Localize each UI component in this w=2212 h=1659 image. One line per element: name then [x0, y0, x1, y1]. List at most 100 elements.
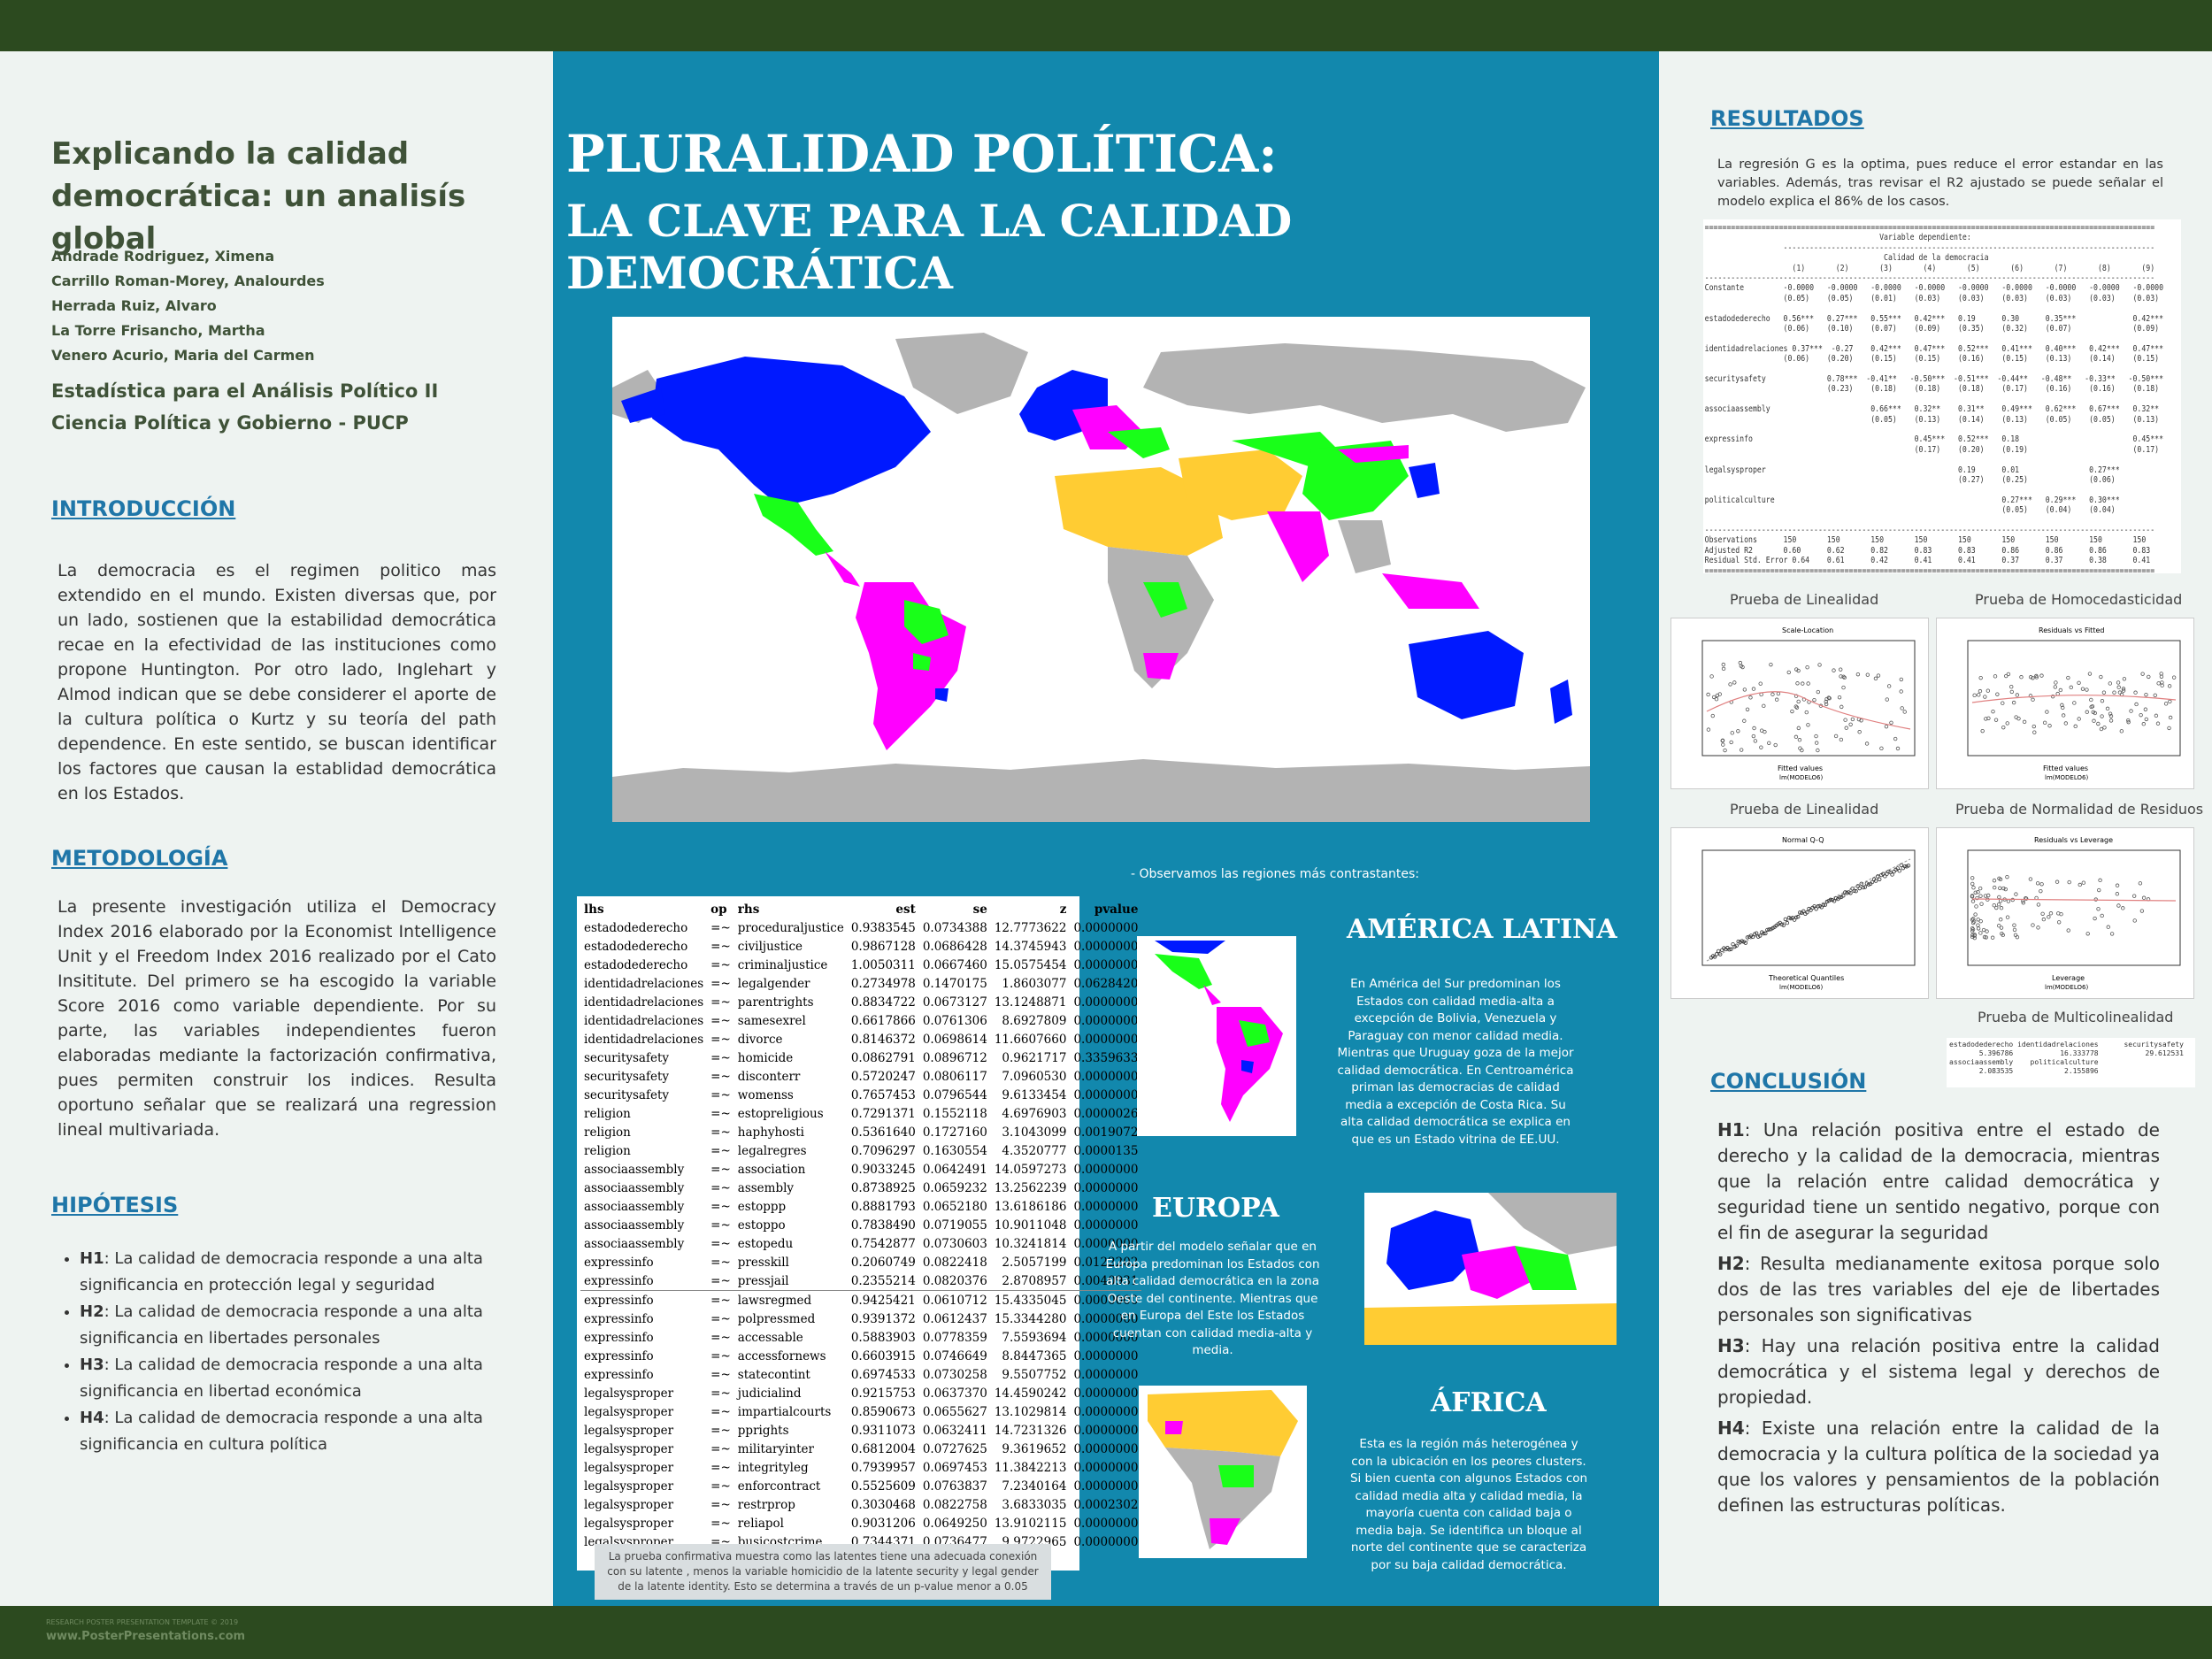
- table-cell: assembly: [737, 1180, 795, 1195]
- table-cell: restrprop: [737, 1497, 795, 1512]
- table-cell: 0.0000000: [1073, 1180, 1139, 1195]
- table-cell: 0.0730603: [922, 1236, 987, 1251]
- table-cell: 9.3619652: [1002, 1441, 1067, 1456]
- table-row: legalsysproper =~ impartialcourts 0.8590673…: [580, 1402, 1141, 1421]
- table-cell: 0.7657453: [850, 1087, 916, 1102]
- table-cell: 0.9425421: [847, 1290, 919, 1310]
- regression-line: [1705, 485, 2094, 495]
- x-axis-label: Fitted values: [2043, 764, 2088, 772]
- hypothesis-tag: H4: [80, 1409, 104, 1427]
- table-cell: 0.0000000: [1070, 1290, 1142, 1310]
- table-cell: identidadrelaciones: [584, 1013, 704, 1028]
- table-row: expressinfo =~ lawsregmed 0.9425421 0.061071…: [580, 1290, 1142, 1310]
- table-cell: legalsysproper: [584, 1441, 674, 1456]
- table-cell: 2.5057199: [1002, 1255, 1067, 1270]
- table-cell: 0.9033245: [850, 1162, 916, 1177]
- table-cell: 0.0734388: [922, 920, 987, 935]
- table-cell: 0.0820376: [922, 1273, 987, 1288]
- table-row: legalsysproper =~ restrprop 0.3030468 0.0822…: [580, 1495, 1141, 1514]
- table-cell: 0.5720247: [850, 1069, 916, 1084]
- caption-linearity-1: Prueba de Linealidad: [1730, 591, 1879, 608]
- table-cell: 0.5361640: [850, 1125, 916, 1140]
- table-cell: 0.1727160: [922, 1125, 987, 1140]
- table-cell: associaassembly: [584, 1199, 685, 1214]
- regression-line: securitysafety 0.78*** -0.41** -0.50*** …: [1704, 374, 2164, 385]
- regression-line: (0.05) (0.04) (0.04): [1704, 505, 2116, 516]
- table-cell: =~: [710, 1013, 731, 1028]
- table-cell: expressinfo: [584, 1311, 654, 1326]
- table-cell: legalgender: [737, 976, 810, 991]
- table-cell: 15.3344280: [994, 1311, 1067, 1326]
- table-cell: accessable: [737, 1330, 803, 1345]
- residuals-fitted-plot: Residuals vs Fitted Fitted values lm(MOD…: [1936, 618, 2194, 789]
- table-row: expressinfo =~ presskill 0.2060749 0.0822418…: [580, 1253, 1141, 1271]
- table-cell: judicialind: [737, 1386, 802, 1401]
- table-cell: 0.0000000: [1073, 1013, 1139, 1028]
- table-cell: 0.7291371: [850, 1106, 916, 1121]
- conclusion-text: : Resulta medianamente exitosa porque so…: [1717, 1253, 2160, 1325]
- table-cell: =~: [710, 1348, 731, 1363]
- table-cell: 0.0806117: [922, 1069, 987, 1084]
- table-cell: =~: [710, 1367, 731, 1382]
- table-row: associaassembly =~ estopedu 0.7542877 0.0730…: [580, 1234, 1141, 1253]
- caption-homoscedasticity: Prueba de Homocedasticidad: [1975, 591, 2183, 608]
- regression-line: (0.05) (0.13) (0.14) (0.13) (0.05) (0.05…: [1704, 414, 2160, 425]
- table-cell: 0.0796544: [922, 1087, 987, 1102]
- table-cell: =~: [710, 1441, 731, 1456]
- table-cell: 0.0612437: [922, 1311, 987, 1326]
- table-row: identidadrelaciones =~ legalgender 0.273497…: [580, 974, 1141, 993]
- table-cell: 4.3520777: [1002, 1143, 1067, 1158]
- table-cell: =~: [710, 1180, 731, 1195]
- table-cell: =~: [710, 995, 731, 1010]
- conclusion-text: : Hay una relación positiva entre la cal…: [1717, 1335, 2160, 1408]
- table-cell: securitysafety: [584, 1087, 670, 1102]
- bottom-bar: RESEARCH POSTER PRESENTATION TEMPLATE © …: [0, 1606, 2212, 1659]
- table-cell: 0.0019072: [1073, 1125, 1139, 1140]
- table-cell: expressinfo: [584, 1367, 654, 1382]
- table-cell: =~: [710, 1516, 731, 1531]
- table-cell: 1.0050311: [850, 957, 916, 972]
- author: Venero Acurio, Maria del Carmen: [51, 347, 315, 364]
- table-cell: 0.0000135: [1073, 1143, 1139, 1158]
- table-cell: identidadrelaciones: [584, 995, 704, 1010]
- table-cell: 0.5883903: [850, 1330, 916, 1345]
- col-header: se: [972, 902, 987, 917]
- table-row: expressinfo =~ accessable 0.5883903 0.077835…: [580, 1328, 1141, 1347]
- regression-line: (1) (2) (3) (4) (5) (6) (7) (8) (9): [1704, 263, 2155, 273]
- table-cell: disconterr: [737, 1069, 801, 1084]
- table-cell: 0.0000000: [1073, 1460, 1139, 1475]
- table-cell: pprights: [737, 1423, 789, 1438]
- main-subtitle: LA CLAVE PARA LA CALIDAD DEMOCRÁTICA: [566, 195, 1293, 299]
- table-cell: =~: [710, 1236, 731, 1251]
- regression-table: ========================================…: [1703, 219, 2164, 573]
- regression-line: estadodederecho 0.56*** 0.27*** 0.55*** …: [1704, 313, 2164, 324]
- table-cell: =~: [710, 1311, 731, 1326]
- method-heading: METODOLOGÍA: [51, 846, 228, 871]
- table-cell: =~: [710, 1423, 731, 1438]
- table-cell: 0.8590673: [850, 1404, 916, 1419]
- regression-line: Adjusted R2 0.60 0.62 0.82 0.83 0.83 0.8…: [1704, 545, 2151, 556]
- table-cell: estadodederecho: [584, 939, 688, 954]
- vif-output: estadodederecho identidadrelaciones secu…: [1947, 1038, 2195, 1087]
- table-cell: estadodederecho: [584, 957, 688, 972]
- conclusion-item: H3: Hay una relación positiva entre la c…: [1717, 1333, 2160, 1410]
- table-row: identidadrelaciones =~ parentrights 0.88347…: [580, 993, 1141, 1011]
- table-cell: 0.3030468: [850, 1497, 916, 1512]
- table-cell: samesexrel: [737, 1013, 806, 1028]
- table-cell: 0.0778359: [922, 1330, 987, 1345]
- table-row: legalsysproper =~ judicialind 0.9215753 0.06…: [580, 1384, 1141, 1402]
- author-list: Andrade Rodriguez, Ximena Carrillo Roman…: [51, 244, 325, 368]
- table-cell: =~: [710, 1032, 731, 1047]
- template-url[interactable]: www.PosterPresentations.com: [46, 1630, 246, 1643]
- table-cell: 0.0000026: [1073, 1106, 1139, 1121]
- regression-line: [1705, 395, 2094, 404]
- table-cell: religion: [584, 1143, 631, 1158]
- scale-location-plot: Scale-Location Fitted values lm(MODELO6): [1671, 618, 1929, 789]
- table-cell: =~: [707, 1290, 734, 1310]
- conclusion-text: : Existe una relación entre la calidad d…: [1717, 1417, 2160, 1516]
- author: Andrade Rodriguez, Ximena: [51, 248, 275, 265]
- table-cell: 0.0642491: [922, 1162, 987, 1177]
- table-cell: 0.0632411: [922, 1423, 987, 1438]
- table-cell: 0.0000000: [1073, 1367, 1139, 1382]
- table-cell: 0.0659232: [922, 1180, 987, 1195]
